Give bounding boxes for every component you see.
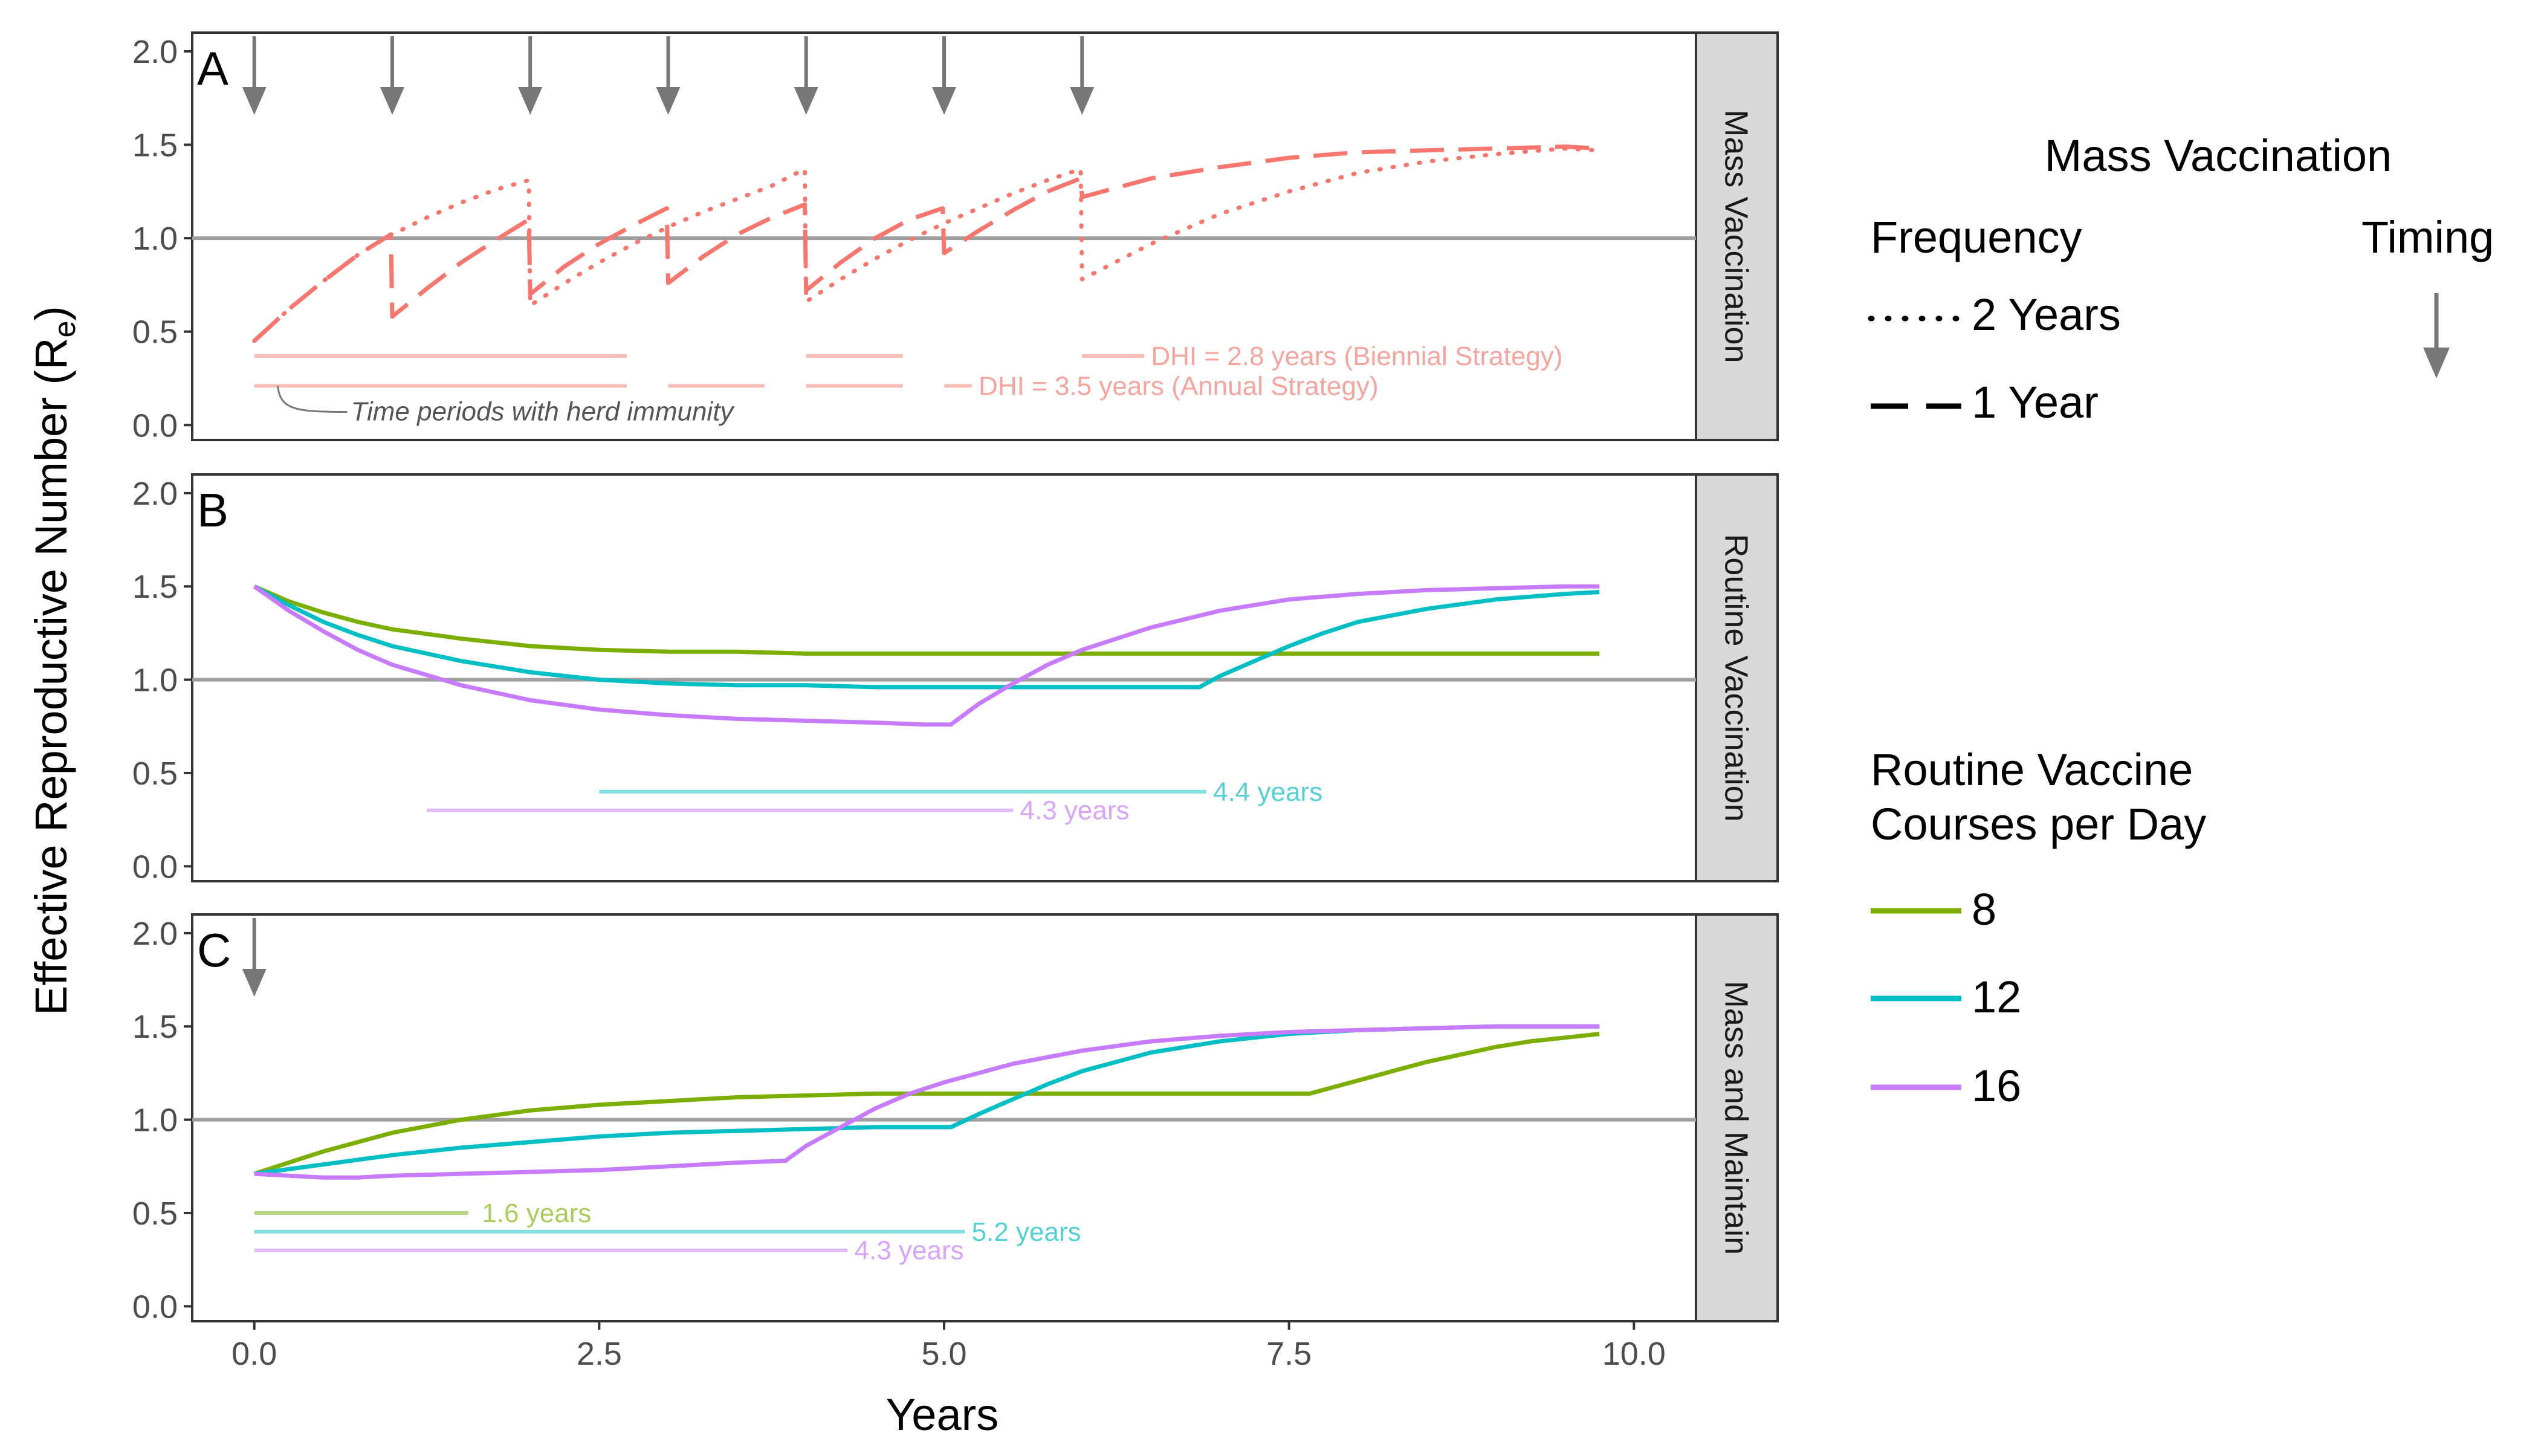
legend-routine-title-2: Courses per Day: [1871, 799, 2206, 849]
legend-mass-title: Mass Vaccination: [2045, 131, 2392, 181]
vaccination-arrow-icon: [242, 36, 267, 115]
vaccination-arrow-icon: [242, 918, 267, 997]
facet-strip-label: Mass Vaccination: [1718, 109, 1755, 363]
legend-routine: Routine Vaccine Courses per Day 8 12 16: [1871, 745, 2206, 1111]
y-tick-label: 0.5: [132, 756, 178, 792]
series-courses-8: [253, 584, 1600, 656]
y-tick-label: 2.0: [132, 916, 178, 952]
arrow-head: [794, 87, 818, 115]
y-tick-label: 0.5: [132, 314, 178, 351]
panel-b: Routine Vaccination 0.0 0.5 1.0 1.5 2.0 4.4 ye…: [132, 473, 1779, 885]
x-tick-label: 10.0: [1602, 1336, 1666, 1372]
annotation-label-16: 4.3 years: [855, 1236, 964, 1266]
facet-strip-label: Mass and Maintain: [1718, 981, 1755, 1255]
panel-letter: A: [197, 42, 228, 95]
arrow-head: [932, 87, 956, 115]
herd-immunity-note-leader: [277, 386, 348, 413]
x-axis-title: Years: [886, 1390, 999, 1440]
vaccination-arrow-icon: [794, 36, 818, 115]
arrow-head: [380, 87, 404, 115]
vaccination-arrow-icon: [380, 36, 404, 115]
series-mass-1-year: [253, 144, 1600, 343]
legend-timing-title: Timing: [2361, 212, 2494, 262]
panel-frame: [191, 913, 1697, 1322]
vaccination-arrow-icon: [656, 36, 681, 115]
y-tick-label: 0.5: [132, 1196, 178, 1232]
x-tick-label: 2.5: [577, 1336, 622, 1372]
annotation-herd-immunity-note: Time periods with herd immunity: [351, 397, 735, 427]
panel-letter: C: [197, 924, 231, 977]
y-tick-label: 0.0: [132, 1289, 178, 1325]
y-tick-label: 1.5: [132, 1009, 178, 1045]
annotation-label-8: 1.6 years: [482, 1199, 591, 1228]
legend-routine-title-1: Routine Vaccine: [1871, 745, 2193, 795]
y-tick-label: 1.0: [132, 221, 178, 257]
panel-frame: [191, 473, 1697, 882]
y-tick-label: 2.0: [132, 476, 178, 512]
facet-strip: [1695, 473, 1779, 882]
series-courses-8: [253, 1032, 1600, 1176]
y-tick-label: 2.0: [132, 34, 178, 70]
y-tick-label: 0.0: [132, 407, 178, 444]
annotation-label-12: 5.2 years: [972, 1217, 1081, 1247]
annotation-dhi-biennial: DHI = 2.8 years (Biennial Strategy): [1151, 341, 1562, 371]
series-courses-16: [254, 1024, 1600, 1180]
x-tick-label: 0.0: [231, 1336, 277, 1372]
x-tick-label: 5.0: [921, 1336, 966, 1372]
y-axis-title: Effective Reproductive Number (Re): [26, 306, 82, 1015]
annotation-label-12: 4.4 years: [1213, 777, 1322, 807]
vaccination-arrow-icon: [1070, 36, 1095, 115]
arrow-head: [656, 87, 681, 115]
arrow-head: [1070, 87, 1095, 115]
legend-label-12: 12: [1972, 972, 2021, 1022]
arrow-head: [242, 969, 267, 997]
legend-frequency-title: Frequency: [1871, 212, 2082, 262]
panel-a: Mass Vaccination 0.0 0.5 1.0 1.5 2.0 DHI = 2.8…: [132, 31, 1779, 444]
legend-mass-vaccination: Mass Vaccination Frequency Timing 2 Year…: [1868, 131, 2494, 427]
y-axis-title-subscript: e: [48, 321, 82, 338]
legend-1-year-label: 1 Year: [1972, 377, 2099, 427]
series-mass-2-years: [252, 146, 1602, 343]
annotation-dhi-annual: DHI = 3.5 years (Annual Strategy): [979, 371, 1379, 401]
legend-timing-arrow-icon: [2423, 293, 2450, 378]
facet-strip: [1695, 913, 1779, 1322]
y-tick-label: 0.0: [132, 849, 178, 885]
legend-label-16: 16: [1972, 1061, 2021, 1111]
panel-letter: B: [197, 484, 228, 537]
x-axis: 0.0 2.5 5.0 7.5 10.0: [231, 1321, 1666, 1372]
arrow-head: [518, 87, 543, 115]
vaccination-arrow-icon: [518, 36, 543, 115]
panel-c: Mass and Maintain 0.0 0.5 1.0 1.5 2.0 1.6 year…: [132, 913, 1779, 1325]
facet-strip: [1695, 31, 1779, 441]
series-courses-12: [253, 584, 1600, 690]
series-courses-16: [253, 584, 1600, 727]
y-tick-label: 1.0: [132, 662, 178, 699]
y-tick-label: 1.0: [132, 1102, 178, 1139]
y-tick-label: 1.5: [132, 569, 178, 605]
legend-label-8: 8: [1972, 884, 1996, 934]
vaccination-arrow-icon: [932, 36, 956, 115]
arrow-head: [242, 87, 267, 115]
x-tick-label: 7.5: [1266, 1336, 1312, 1372]
legend-2-years-label: 2 Years: [1972, 290, 2121, 340]
annotation-label-16: 4.3 years: [1020, 796, 1130, 826]
y-tick-label: 1.5: [132, 128, 178, 164]
facet-strip-label: Routine Vaccination: [1718, 534, 1755, 821]
